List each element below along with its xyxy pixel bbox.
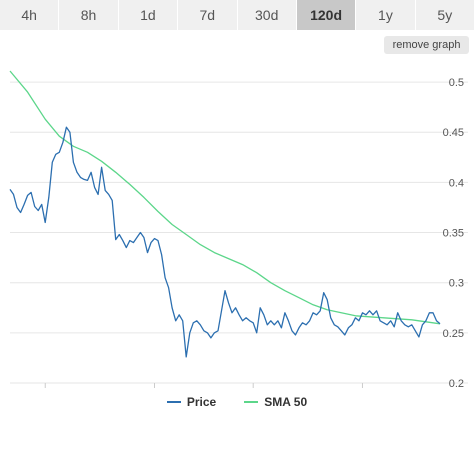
chart-legend: Price SMA 50 xyxy=(0,392,474,412)
grid-lines xyxy=(10,81,468,384)
tab-30d[interactable]: 30d xyxy=(237,0,297,30)
y-tick-label: 0.4 xyxy=(449,177,464,189)
price-chart[interactable]: 0.5 0.45 0.4 0.35 0.3 0.25 0.2 Jan '26Feb '26M… xyxy=(0,0,474,390)
tab-1y[interactable]: 1y xyxy=(356,0,416,30)
y-axis-ticks: 0.5 0.45 0.4 0.35 0.3 0.25 0.2 xyxy=(443,77,464,390)
timeframe-tabs: 4h 8h 1d 7d 30d 120d 1y 5y xyxy=(0,0,474,30)
y-tick-label: 0.5 xyxy=(449,77,464,89)
tab-7d[interactable]: 7d xyxy=(178,0,238,30)
price-line[interactable] xyxy=(9,126,441,358)
legend-swatch-sma xyxy=(244,401,259,403)
tab-5y[interactable]: 5y xyxy=(415,0,474,30)
x-axis-ticks: Jan '26Feb '26Mar '26Apr '26 xyxy=(44,383,363,388)
y-tick-label: 0.2 xyxy=(449,378,464,390)
tab-4h[interactable]: 4h xyxy=(0,0,60,30)
legend-swatch-price xyxy=(166,401,181,403)
legend-label-sma: SMA 50 xyxy=(264,395,308,409)
y-tick-label: 0.35 xyxy=(443,228,464,240)
y-tick-label: 0.45 xyxy=(443,127,464,139)
series-lines xyxy=(9,70,441,358)
legend-item-sma[interactable]: SMA 50 xyxy=(244,392,307,412)
y-tick-label: 0.3 xyxy=(449,278,464,290)
y-tick-label: 0.25 xyxy=(443,328,464,340)
tab-1d[interactable]: 1d xyxy=(118,0,179,30)
tab-8h[interactable]: 8h xyxy=(59,0,119,30)
legend-item-price[interactable]: Price xyxy=(166,392,217,412)
remove-graph-button[interactable]: remove graph xyxy=(384,36,469,54)
sma-50-line[interactable] xyxy=(9,70,441,325)
tab-120d[interactable]: 120d xyxy=(296,0,357,30)
legend-label-price: Price xyxy=(186,395,217,409)
